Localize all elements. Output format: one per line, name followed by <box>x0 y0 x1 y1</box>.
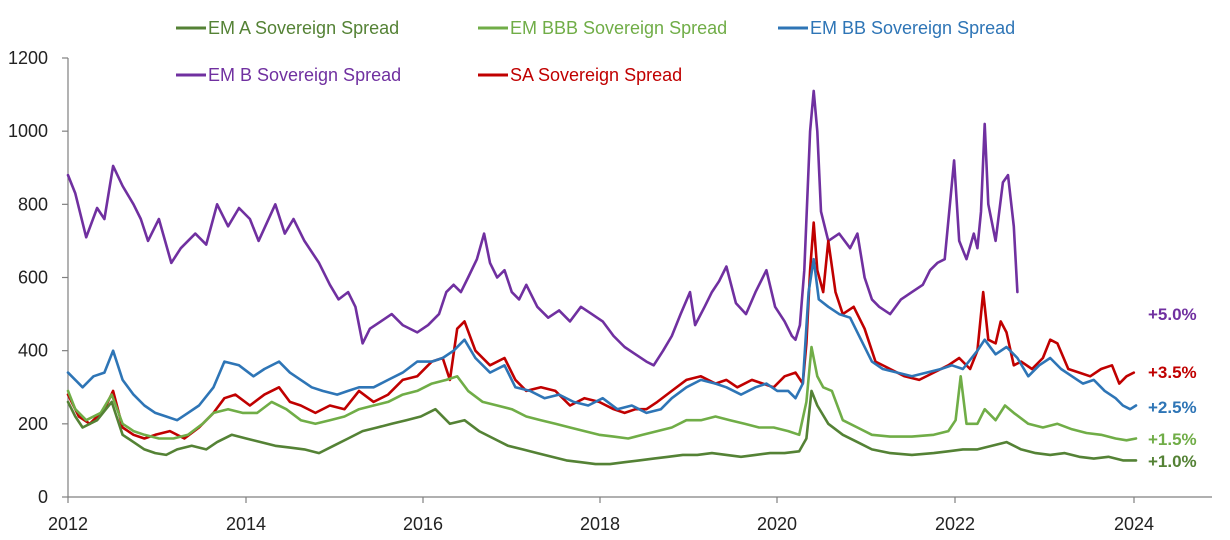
legend-label-em-bbb: EM BBB Sovereign Spread <box>510 18 727 38</box>
y-tick-label: 600 <box>18 268 48 288</box>
x-axis-ticks: 2012 2014 2016 2018 2020 2022 2024 <box>48 497 1154 534</box>
x-tick-label: 2016 <box>403 514 443 534</box>
end-label-sa: +3.5% <box>1148 363 1197 382</box>
x-tick-label: 2020 <box>757 514 797 534</box>
y-tick-label: 1200 <box>8 48 48 68</box>
y-tick-label: 400 <box>18 341 48 361</box>
series-line-em-bb <box>66 257 1138 422</box>
y-axis-ticks: 0 200 400 600 800 1000 1200 <box>8 48 68 507</box>
series-line-em-b <box>66 89 1019 367</box>
x-tick-label: 2022 <box>935 514 975 534</box>
axes <box>67 58 1212 498</box>
legend-label-em-b: EM B Sovereign Spread <box>208 65 401 85</box>
series-line-sa <box>66 221 1136 440</box>
y-tick-label: 0 <box>38 487 48 507</box>
x-tick-label: 2012 <box>48 514 88 534</box>
end-label-em-bbb: +1.5% <box>1148 430 1197 449</box>
y-tick-label: 800 <box>18 194 48 214</box>
series-lines <box>66 89 1138 466</box>
legend-label-em-bb: EM BB Sovereign Spread <box>810 18 1015 38</box>
end-label-em-b: +5.0% <box>1148 305 1197 324</box>
legend-label-sa: SA Sovereign Spread <box>510 65 682 85</box>
end-label-em-a: +1.0% <box>1148 452 1197 471</box>
x-tick-label: 2014 <box>226 514 266 534</box>
x-tick-label: 2024 <box>1114 514 1154 534</box>
legend-label-em-a: EM A Sovereign Spread <box>208 18 399 38</box>
y-tick-label: 200 <box>18 414 48 434</box>
series-line-em-a <box>66 389 1138 466</box>
end-label-em-bb: +2.5% <box>1148 398 1197 417</box>
legend: EM A Sovereign Spread EM BBB Sovereign Sp… <box>176 18 1015 85</box>
y-tick-label: 1000 <box>8 121 48 141</box>
end-labels: +5.0% +3.5% +2.5% +1.5% +1.0% <box>1148 305 1197 471</box>
series-line-em-bbb <box>66 345 1138 442</box>
x-tick-label: 2018 <box>580 514 620 534</box>
